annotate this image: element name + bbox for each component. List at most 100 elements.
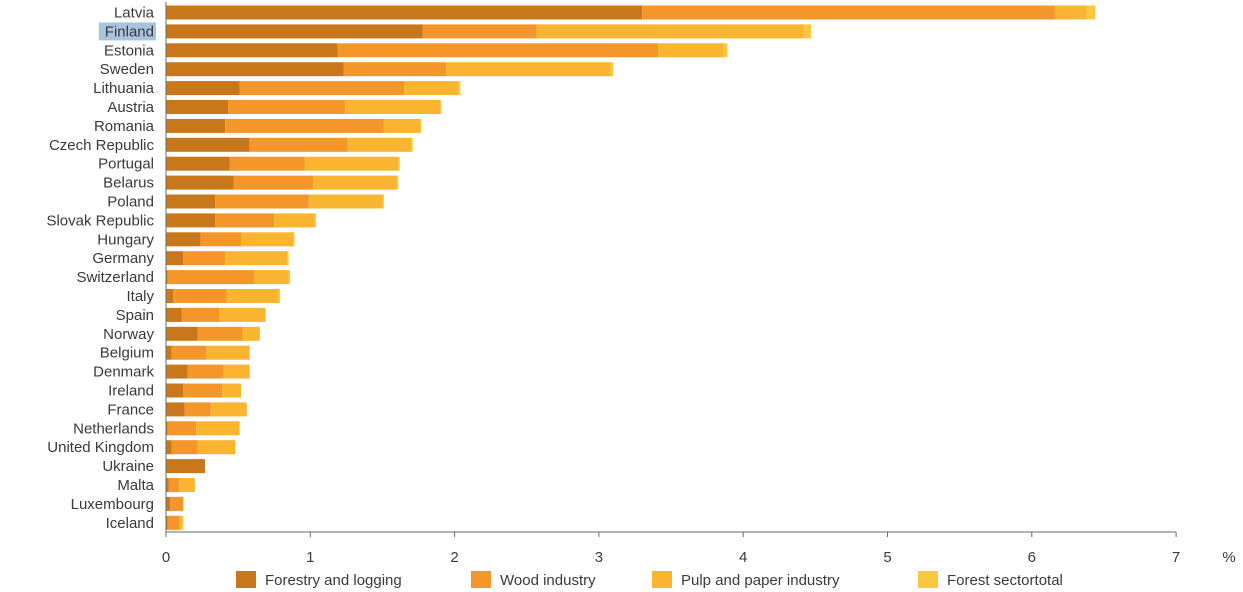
category-label-latvia: Latvia [114,5,155,22]
x-axis: 0 1 2 3 4 5 6 7% [162,2,1236,566]
highlight-layer [98,22,156,41]
bar-czech-republic-wood-industry [249,137,348,152]
bar-sweden-forest-sectortotal [610,62,614,77]
legend-label-forest-sectortotal: Forest sectortotal [947,572,1063,589]
bar-romania-forest-sectortotal [419,118,422,133]
bar-finland-pulp-and-paper-industry [536,24,804,39]
bar-portugal-forestry-and-logging [166,156,230,171]
x-axis-unit-label: % [1222,549,1235,566]
category-label-germany: Germany [92,250,154,267]
bar-poland-forestry-and-logging [166,194,216,209]
bar-lithuania-forest-sectortotal [457,81,461,96]
x-tick-label-4: 4 [739,549,747,566]
category-label-poland: Poland [107,194,154,211]
bar-netherlands-forestry-and-logging [166,421,168,436]
bar-malta-forestry-and-logging [166,478,169,492]
legend-swatch-forest-sectortotal [918,571,938,588]
bar-belgium-forestry-and-logging [166,345,172,360]
x-tick-label-5: 5 [883,549,891,566]
bar-belgium-pulp-and-paper-industry [206,345,250,360]
x-tick-label-3: 3 [595,549,603,566]
x-tick-label-0: 0 [162,549,170,566]
bar-portugal-pulp-and-paper-industry [304,156,399,171]
bar-belarus-forest-sectortotal [396,175,399,190]
legend-swatch-forestry-and-logging [236,571,256,588]
category-label-united-kingdom: United Kingdom [47,439,154,456]
bar-ireland-pulp-and-paper-industry [222,383,242,398]
bar-united-kingdom-pulp-and-paper-industry [197,440,236,455]
bar-lithuania-forestry-and-logging [166,81,240,96]
bar-norway-pulp-and-paper-industry [242,326,260,341]
x-tick-label-2: 2 [450,549,458,566]
bar-spain-wood-industry [181,307,220,322]
bar-germany-forestry-and-logging [166,251,184,266]
bar-estonia-forest-sectortotal [722,43,728,58]
category-label-spain: Spain [116,307,154,324]
legend-swatch-pulp-and-paper-industry [652,571,672,588]
bar-belarus-forestry-and-logging [166,175,234,190]
bar-slovak-republic-forest-sectortotal [314,213,317,228]
category-label-romania: Romania [94,118,155,135]
bar-austria-pulp-and-paper-industry [344,100,441,114]
category-label-estonia: Estonia [104,42,155,59]
bar-austria-wood-industry [228,100,345,114]
legend: Forestry and logging Wood industry Pulp an… [236,571,1063,589]
bar-denmark-wood-industry [187,364,224,379]
bar-switzerland-forestry-and-logging [166,270,168,285]
bar-hungary-pulp-and-paper-industry [241,232,293,247]
bar-estonia-forestry-and-logging [166,43,338,58]
x-tick-label-7: 7 [1172,549,1180,566]
category-label-malta: Malta [117,477,154,494]
bar-romania-wood-industry [225,118,384,133]
bar-germany-forest-sectortotal [287,251,289,266]
category-label-hungary: Hungary [97,231,154,248]
legend-label-forestry-and-logging: Forestry and logging [265,572,402,589]
bar-denmark-forestry-and-logging [166,364,188,379]
bar-latvia-forest-sectortotal [1086,5,1096,20]
bar-sweden-wood-industry [343,62,446,77]
bar-switzerland-forest-sectortotal [288,270,291,285]
bar-norway-wood-industry [197,326,243,341]
bar-denmark-pulp-and-paper-industry [223,364,250,379]
bar-austria-forestry-and-logging [166,100,229,114]
bar-lithuania-wood-industry [239,81,405,96]
highlight-finland [98,22,156,41]
category-label-finland: Finland [105,23,154,40]
bar-estonia-pulp-and-paper-industry [658,43,723,58]
category-label-belgium: Belgium [100,345,154,362]
category-label-france: France [107,401,154,418]
category-label-netherlands: Netherlands [73,420,154,437]
bar-italy-forest-sectortotal [278,289,280,303]
legend-label-pulp-and-paper-industry: Pulp and paper industry [681,572,840,589]
category-label-slovak-republic: Slovak Republic [46,212,154,229]
bar-ireland-wood-industry [183,383,223,398]
bar-finland-forestry-and-logging [166,24,423,39]
category-label-belarus: Belarus [103,175,154,192]
bar-portugal-forest-sectortotal [398,156,400,171]
bar-belarus-pulp-and-paper-industry [313,175,397,190]
bar-latvia-pulp-and-paper-industry [1054,5,1087,20]
bar-malta-wood-industry [168,478,179,492]
bar-slovak-republic-pulp-and-paper-industry [274,213,315,228]
bar-spain-pulp-and-paper-industry [219,307,266,322]
bar-slovak-republic-forestry-and-logging [166,213,216,228]
bar-switzerland-pulp-and-paper-industry [254,270,289,285]
bar-czech-republic-pulp-and-paper-industry [347,137,412,152]
bar-hungary-wood-industry [200,232,242,247]
category-label-iceland: Iceland [106,515,154,532]
category-label-luxembourg: Luxembourg [71,496,154,513]
x-tick-label-1: 1 [306,549,314,566]
bar-poland-forest-sectortotal [382,194,384,209]
bar-iceland-wood-industry [167,515,179,530]
category-label-norway: Norway [103,326,154,343]
bar-belarus-wood-industry [233,175,314,190]
category-label-denmark: Denmark [93,364,154,381]
bar-united-kingdom-wood-industry [171,440,198,455]
category-label-ukraine: Ukraine [102,458,154,475]
bar-hungary-forestry-and-logging [166,232,201,247]
bar-germany-pulp-and-paper-industry [225,251,288,266]
bar-iceland-forest-sectortotal [181,515,184,530]
bar-italy-forestry-and-logging [166,289,174,303]
bar-ukraine-forestry-and-logging [166,459,205,474]
